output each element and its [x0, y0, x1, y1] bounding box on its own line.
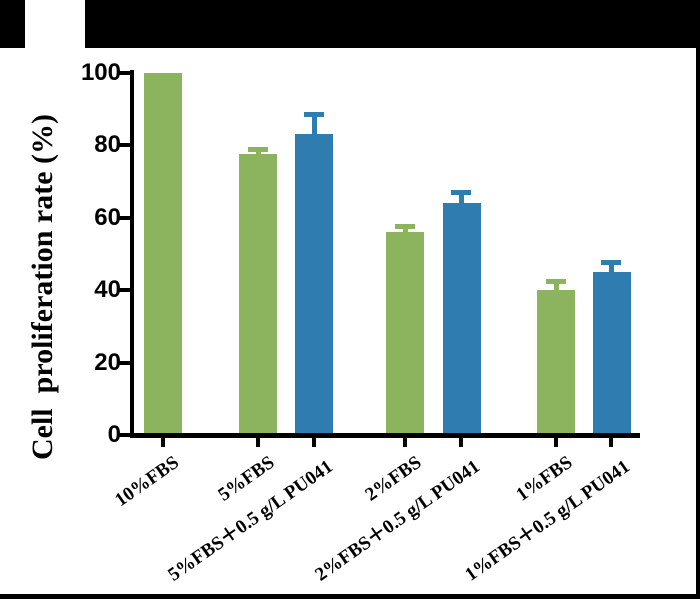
bar [443, 203, 481, 437]
y-axis-tick [119, 433, 131, 437]
x-axis-tick [161, 438, 165, 447]
y-tick-label: 100 [80, 58, 121, 86]
bar [386, 232, 424, 437]
y-tick-label: 20 [94, 348, 121, 376]
error-bar-cap [451, 189, 471, 195]
bar [593, 271, 631, 437]
error-bar-cap [546, 279, 566, 285]
error-bar-cap [601, 259, 621, 265]
top-black-bar [0, 0, 700, 48]
error-bar-stem [608, 263, 614, 278]
y-axis-tick [119, 215, 131, 220]
y-axis-tick [119, 360, 131, 365]
y-axis-tick [119, 143, 131, 147]
error-bar-stem [255, 150, 261, 161]
error-bar-cap [248, 146, 268, 152]
y-tick-label: 80 [94, 131, 121, 158]
error-bar-stem [402, 227, 408, 238]
x-category-label: 10%FBS [111, 452, 184, 511]
y-axis-line [130, 70, 134, 438]
y-tick-label: 60 [94, 203, 121, 231]
x-axis-tick [256, 438, 260, 447]
error-bar-stem [311, 116, 317, 141]
error-bar-stem [458, 193, 464, 209]
y-axis-tick [119, 70, 131, 75]
error-bar-cap [395, 223, 415, 229]
bar [239, 154, 277, 437]
top-bar-white-notch [25, 0, 85, 48]
bar [144, 72, 182, 437]
x-axis-tick [459, 438, 463, 447]
x-axis-tick [554, 438, 558, 447]
y-tick-label: 40 [94, 276, 121, 303]
bar [537, 290, 575, 437]
x-axis-tick [609, 438, 613, 447]
bottom-frame-border [0, 594, 700, 599]
y-axis-tick [119, 288, 131, 292]
bar [295, 134, 333, 437]
right-frame-border [696, 0, 700, 599]
error-bar-cap [304, 112, 324, 118]
y-tick-label: 0 [107, 421, 121, 448]
x-axis-line [130, 433, 640, 438]
error-bar-stem [553, 283, 559, 296]
x-axis-tick [312, 438, 316, 447]
x-axis-tick [403, 438, 407, 447]
